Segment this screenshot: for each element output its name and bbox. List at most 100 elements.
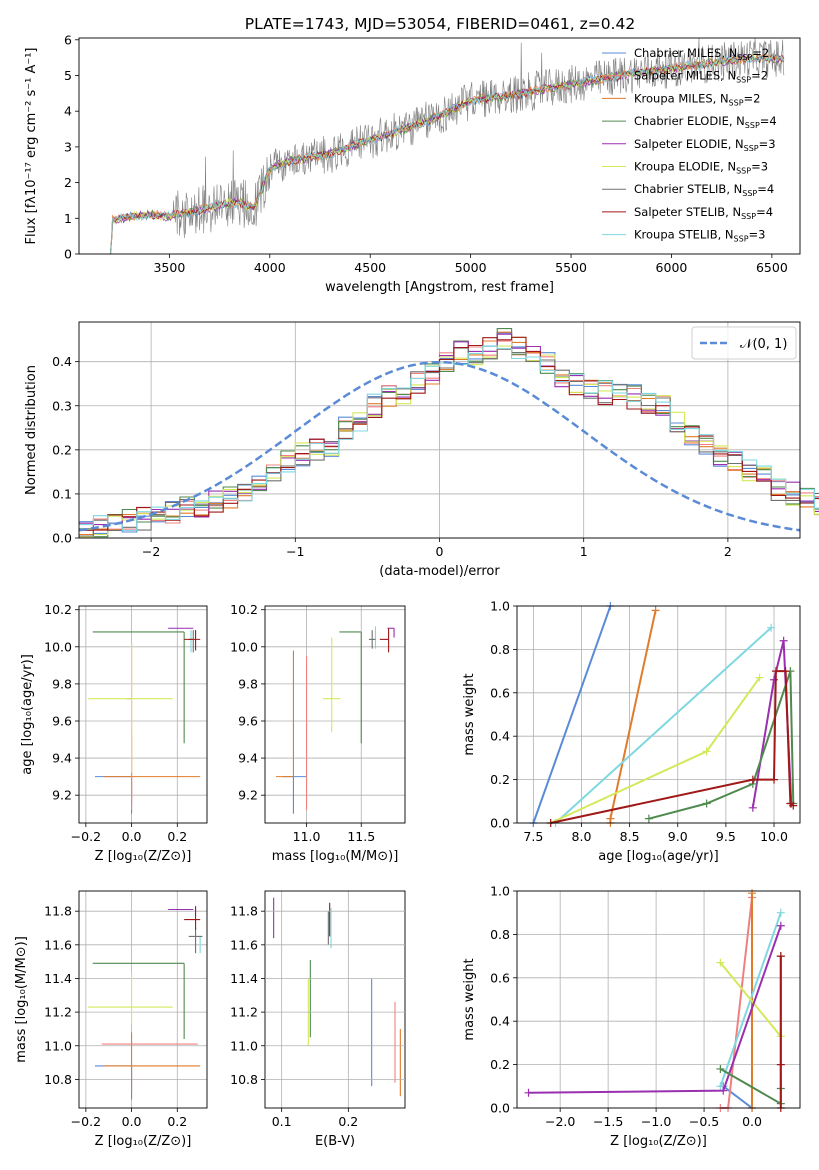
histogram-legend-box [691,326,797,360]
mw-marker-salpeter_stelib [776,952,785,961]
spectrum-legend-label: Kroupa ELODIE, NSSP=3 [634,160,768,176]
spectrum-line-kroupa_elodie [109,53,785,255]
spectrum-line-kroupa_stelib [109,54,785,255]
y-tick-label: 9.2 [238,788,258,803]
y-tick-label: 0.6 [490,685,510,700]
x-tick-label: −1 [286,544,304,559]
y-tick-label: 6 [64,32,72,47]
x-tick-label: 5500 [555,260,587,275]
x-tick-label: 6000 [656,260,688,275]
y-tick-label: 0.6 [490,970,510,985]
mw-line-chabrier_miles [532,605,612,824]
spectrum-legend-label: Chabrier STELIB, NSSP=4 [634,182,774,198]
mw-marker-chabrier_elodie [702,799,711,808]
y-tick-label: 10.2 [44,602,72,617]
x-tick-label: 0.2 [167,1114,187,1129]
y-tick-label: 9.4 [238,751,258,766]
x-tick-label: −1.0 [641,1114,671,1129]
y-tick-label: 3 [64,139,72,154]
spectrum-line-chabrier_miles [109,53,785,255]
mw-line-kroupa_elodie [719,961,782,1038]
y-tick-label: 0.2 [52,442,72,457]
residual-histogram-plot: −2 −1 0 1 2 0.0 0.1 0.2 0.3 0.4 (data-model)/error… [24,321,819,579]
y-tick-label: 1.0 [490,599,510,614]
mw-line-chabrier_elodie [719,956,782,1106]
x-tick-label: 10.0 [760,829,788,844]
x-axis-label: wavelength [Angstrom, rest frame] [325,280,554,295]
y-tick-label: 0.8 [490,642,510,657]
mw-marker-chabrier_elodie [644,814,653,823]
x-tick-label: 2 [724,544,732,559]
mw-marker-salpeter_elodie [776,921,785,930]
mw-marker-kroupa_miles [651,606,660,615]
x-axis-label: Z [log₁₀(Z/Z⊙)] [95,849,192,864]
x-axis-label: E(B-V) [315,1134,355,1149]
axes-frame [264,890,406,1109]
y-tick-label: 9.8 [238,676,258,691]
y-tick-label: 5 [64,68,72,83]
x-tick-label: 8.0 [572,829,592,844]
axes-frame [264,605,406,824]
y-tick-label: 10.0 [44,639,72,654]
x-tick-label: 6500 [756,260,788,275]
mw-marker-salpeter_elodie [770,675,779,684]
mw-marker-chabrier_elodie [716,1064,725,1073]
y-axis-label: mass weight [462,673,477,755]
mw-line-chabrier_miles [722,1085,753,1109]
spectrum-line-salpeter_stelib [109,54,785,255]
y-tick-label: 11.2 [230,1005,258,1020]
mw-marker-kroupa_elodie [755,673,764,682]
spectrum-legend-label: Chabrier MILES, NSSP=2 [634,46,769,62]
gauss-legend-label: 𝒩(0, 1) [740,337,787,352]
x-tick-label: 0.0 [742,1114,762,1129]
x-axis-label: age [log₁₀(age/yr)] [598,849,719,864]
y-tick-label: 9.4 [52,751,72,766]
spectrum-legend-label: Chabrier ELODIE, NSSP=4 [634,114,777,130]
y-tick-label: 10.2 [230,602,258,617]
mw-marker-salpeter_stelib [776,1060,785,1069]
gaussian-curve [78,360,801,532]
x-tick-label: −1.5 [593,1114,623,1129]
age-vs-metallicity-plot: −0.2 0.0 0.2 9.2 9.4 9.6 9.8 10.0 10.2 Z [log₁₀(Z… [20,602,208,864]
mw-line-kroupa_stelib [554,626,772,824]
mw-marker-salpeter_stelib [771,667,780,676]
mw-marker-salpeter_elodie [524,1088,533,1097]
mw-marker-salpeter_elodie [779,636,788,645]
y-axis-label: age [log₁₀(age/yr)] [20,654,35,775]
y-tick-label: 11.0 [44,1038,72,1053]
y-tick-label: 0.2 [490,772,510,787]
y-tick-label: 0.2 [490,1057,510,1072]
spectrum-legend-label: Kroupa MILES, NSSP=2 [634,91,760,107]
x-tick-label: 4500 [354,260,386,275]
x-axis-label: Z [log₁₀(Z/Z⊙)] [610,1134,707,1149]
x-tick-label: 0.1 [272,1114,292,1129]
x-tick-label: −0.2 [71,1114,101,1129]
y-axis-label: mass [log₁₀(M/M⊙)] [14,936,29,1063]
x-tick-label: 0.2 [167,829,187,844]
x-tick-label: −0.5 [689,1114,719,1129]
x-tick-label: 0.0 [122,829,142,844]
y-tick-label: 11.6 [44,937,72,952]
y-tick-label: 11.6 [230,937,258,952]
axes-frame [78,890,208,1109]
spectrum-legend-label: Salpeter MILES, NSSP=2 [634,69,768,85]
mass-vs-ebv-plot: 0.1 0.2 E(B-V) 10.8 11.0 11.2 11.4 11.6 11.8 [230,890,406,1149]
y-tick-label: 0.8 [490,927,510,942]
mass-vs-metallicity-plot: −0.2 0.0 0.2 10.8 11.0 11.2 11.4 11.6 11.8 Z [log… [14,890,208,1149]
x-tick-label: 0.0 [122,1114,142,1129]
y-tick-label: 9.6 [238,713,258,728]
y-tick-label: 11.4 [230,971,258,986]
mw-marker-salpeter_elodie [748,803,757,812]
x-tick-label: 11.0 [293,829,321,844]
y-tick-label: 10.8 [44,1072,72,1087]
axes-frame [78,605,208,824]
mw-marker-kroupa_miles [748,889,757,898]
x-tick-label: −0.2 [71,829,101,844]
y-tick-label: 1.0 [490,884,510,899]
x-tick-label: 7.5 [523,829,543,844]
y-tick-label: 0.0 [490,816,510,831]
mw-line-salpeter_stelib [550,670,794,824]
x-tick-label: −2 [142,544,160,559]
x-tick-label: 11.5 [347,829,375,844]
y-axis-label: Normed distribution [24,365,39,495]
